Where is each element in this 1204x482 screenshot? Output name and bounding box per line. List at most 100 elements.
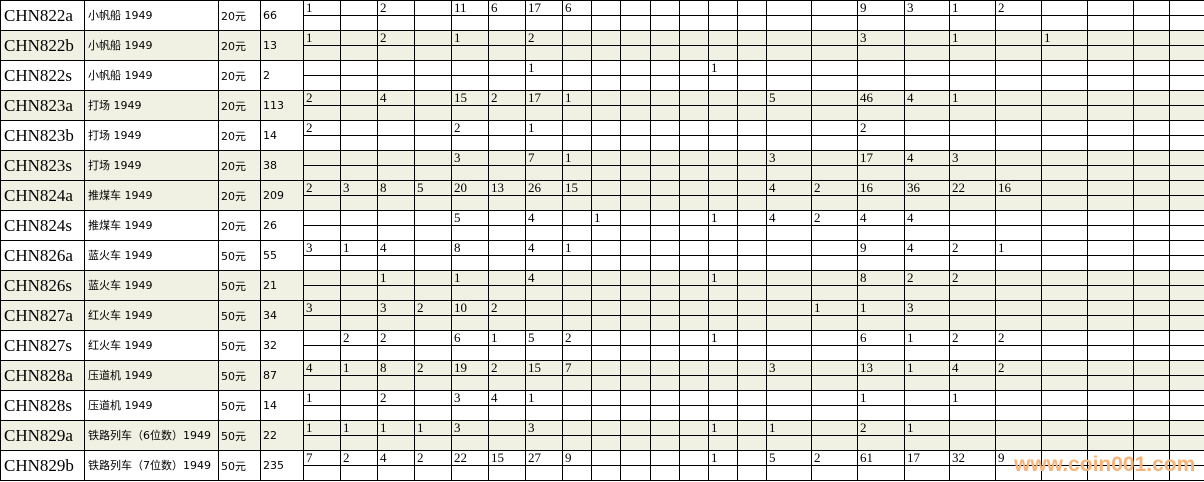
- data-cell[interactable]: [1133, 0, 1170, 31]
- data-cell[interactable]: 1: [525, 120, 563, 151]
- data-cell[interactable]: [377, 150, 415, 181]
- data-cell[interactable]: [995, 60, 1042, 91]
- data-cell[interactable]: [1041, 60, 1088, 91]
- data-cell[interactable]: [488, 30, 526, 61]
- data-cell[interactable]: [650, 150, 680, 181]
- price-cell[interactable]: 20元: [218, 30, 261, 61]
- count-cell[interactable]: 26: [260, 210, 304, 241]
- count-cell[interactable]: 235: [260, 450, 304, 481]
- data-cell[interactable]: 6: [857, 330, 905, 361]
- data-cell[interactable]: [591, 360, 621, 391]
- data-cell[interactable]: [591, 180, 621, 211]
- data-cell[interactable]: [1087, 0, 1134, 31]
- name-cell[interactable]: 打场 1949: [84, 150, 219, 181]
- price-cell[interactable]: 20元: [218, 0, 261, 31]
- data-cell[interactable]: 2: [949, 330, 996, 361]
- data-cell[interactable]: 3: [451, 420, 489, 451]
- data-cell[interactable]: [414, 240, 452, 271]
- price-cell[interactable]: 50元: [218, 270, 261, 301]
- data-cell[interactable]: 7: [303, 450, 341, 481]
- data-cell[interactable]: 5: [766, 90, 812, 121]
- data-cell[interactable]: [811, 30, 858, 61]
- data-cell[interactable]: 1: [525, 60, 563, 91]
- data-cell[interactable]: [1087, 210, 1134, 241]
- data-cell[interactable]: 2: [414, 450, 452, 481]
- data-cell[interactable]: 17: [525, 90, 563, 121]
- count-cell[interactable]: 14: [260, 390, 304, 421]
- data-cell[interactable]: [995, 390, 1042, 421]
- data-cell[interactable]: [737, 210, 767, 241]
- name-cell[interactable]: 小帆船 1949: [84, 30, 219, 61]
- data-cell[interactable]: [650, 360, 680, 391]
- count-cell[interactable]: 66: [260, 0, 304, 31]
- data-cell[interactable]: [591, 330, 621, 361]
- data-cell[interactable]: 2: [377, 0, 415, 31]
- code-cell[interactable]: CHN823a: [0, 90, 85, 121]
- data-cell[interactable]: [1169, 300, 1204, 331]
- data-cell[interactable]: 7: [562, 360, 592, 391]
- code-cell[interactable]: CHN824a: [0, 180, 85, 211]
- data-cell[interactable]: 15: [525, 360, 563, 391]
- data-cell[interactable]: [737, 390, 767, 421]
- data-cell[interactable]: [679, 210, 709, 241]
- data-cell[interactable]: 1: [708, 330, 738, 361]
- name-cell[interactable]: 铁路列车（7位数）1949: [84, 450, 219, 481]
- data-cell[interactable]: 16: [857, 180, 905, 211]
- data-cell[interactable]: 6: [451, 330, 489, 361]
- data-cell[interactable]: [737, 330, 767, 361]
- data-cell[interactable]: [1087, 150, 1134, 181]
- data-cell[interactable]: [1087, 60, 1134, 91]
- data-cell[interactable]: [1087, 450, 1134, 481]
- data-cell[interactable]: [708, 90, 738, 121]
- data-cell[interactable]: [708, 180, 738, 211]
- data-cell[interactable]: [414, 150, 452, 181]
- data-cell[interactable]: [811, 420, 858, 451]
- data-cell[interactable]: 9: [857, 240, 905, 271]
- data-cell[interactable]: [340, 30, 378, 61]
- data-cell[interactable]: [708, 300, 738, 331]
- code-cell[interactable]: CHN826s: [0, 270, 85, 301]
- price-cell[interactable]: 50元: [218, 330, 261, 361]
- data-cell[interactable]: [737, 60, 767, 91]
- data-cell[interactable]: [766, 270, 812, 301]
- data-cell[interactable]: 2: [488, 90, 526, 121]
- data-cell[interactable]: [1087, 270, 1134, 301]
- data-cell[interactable]: [650, 120, 680, 151]
- data-cell[interactable]: 4: [488, 390, 526, 421]
- data-cell[interactable]: [562, 30, 592, 61]
- count-cell[interactable]: 87: [260, 360, 304, 391]
- count-cell[interactable]: 32: [260, 330, 304, 361]
- data-cell[interactable]: 4: [525, 270, 563, 301]
- data-cell[interactable]: 13: [488, 180, 526, 211]
- data-cell[interactable]: [591, 0, 621, 31]
- data-cell[interactable]: [766, 0, 812, 31]
- data-cell[interactable]: 8: [451, 240, 489, 271]
- data-cell[interactable]: [1169, 390, 1204, 421]
- data-cell[interactable]: 1: [451, 270, 489, 301]
- code-cell[interactable]: CHN823b: [0, 120, 85, 151]
- data-cell[interactable]: 4: [525, 210, 563, 241]
- data-cell[interactable]: 22: [451, 450, 489, 481]
- data-cell[interactable]: [414, 90, 452, 121]
- data-cell[interactable]: [708, 120, 738, 151]
- data-cell[interactable]: 61: [857, 450, 905, 481]
- data-cell[interactable]: [303, 270, 341, 301]
- data-cell[interactable]: 4: [303, 360, 341, 391]
- data-cell[interactable]: [620, 150, 651, 181]
- data-cell[interactable]: [620, 330, 651, 361]
- data-cell[interactable]: [620, 180, 651, 211]
- code-cell[interactable]: CHN827s: [0, 330, 85, 361]
- data-cell[interactable]: [340, 60, 378, 91]
- data-cell[interactable]: [1087, 180, 1134, 211]
- data-cell[interactable]: 2: [488, 300, 526, 331]
- data-cell[interactable]: [811, 120, 858, 151]
- data-cell[interactable]: [591, 450, 621, 481]
- data-cell[interactable]: [1133, 450, 1170, 481]
- price-cell[interactable]: 50元: [218, 450, 261, 481]
- count-cell[interactable]: 14: [260, 120, 304, 151]
- data-cell[interactable]: [414, 270, 452, 301]
- data-cell[interactable]: [679, 240, 709, 271]
- data-cell[interactable]: [904, 30, 950, 61]
- data-cell[interactable]: [377, 60, 415, 91]
- data-cell[interactable]: [708, 240, 738, 271]
